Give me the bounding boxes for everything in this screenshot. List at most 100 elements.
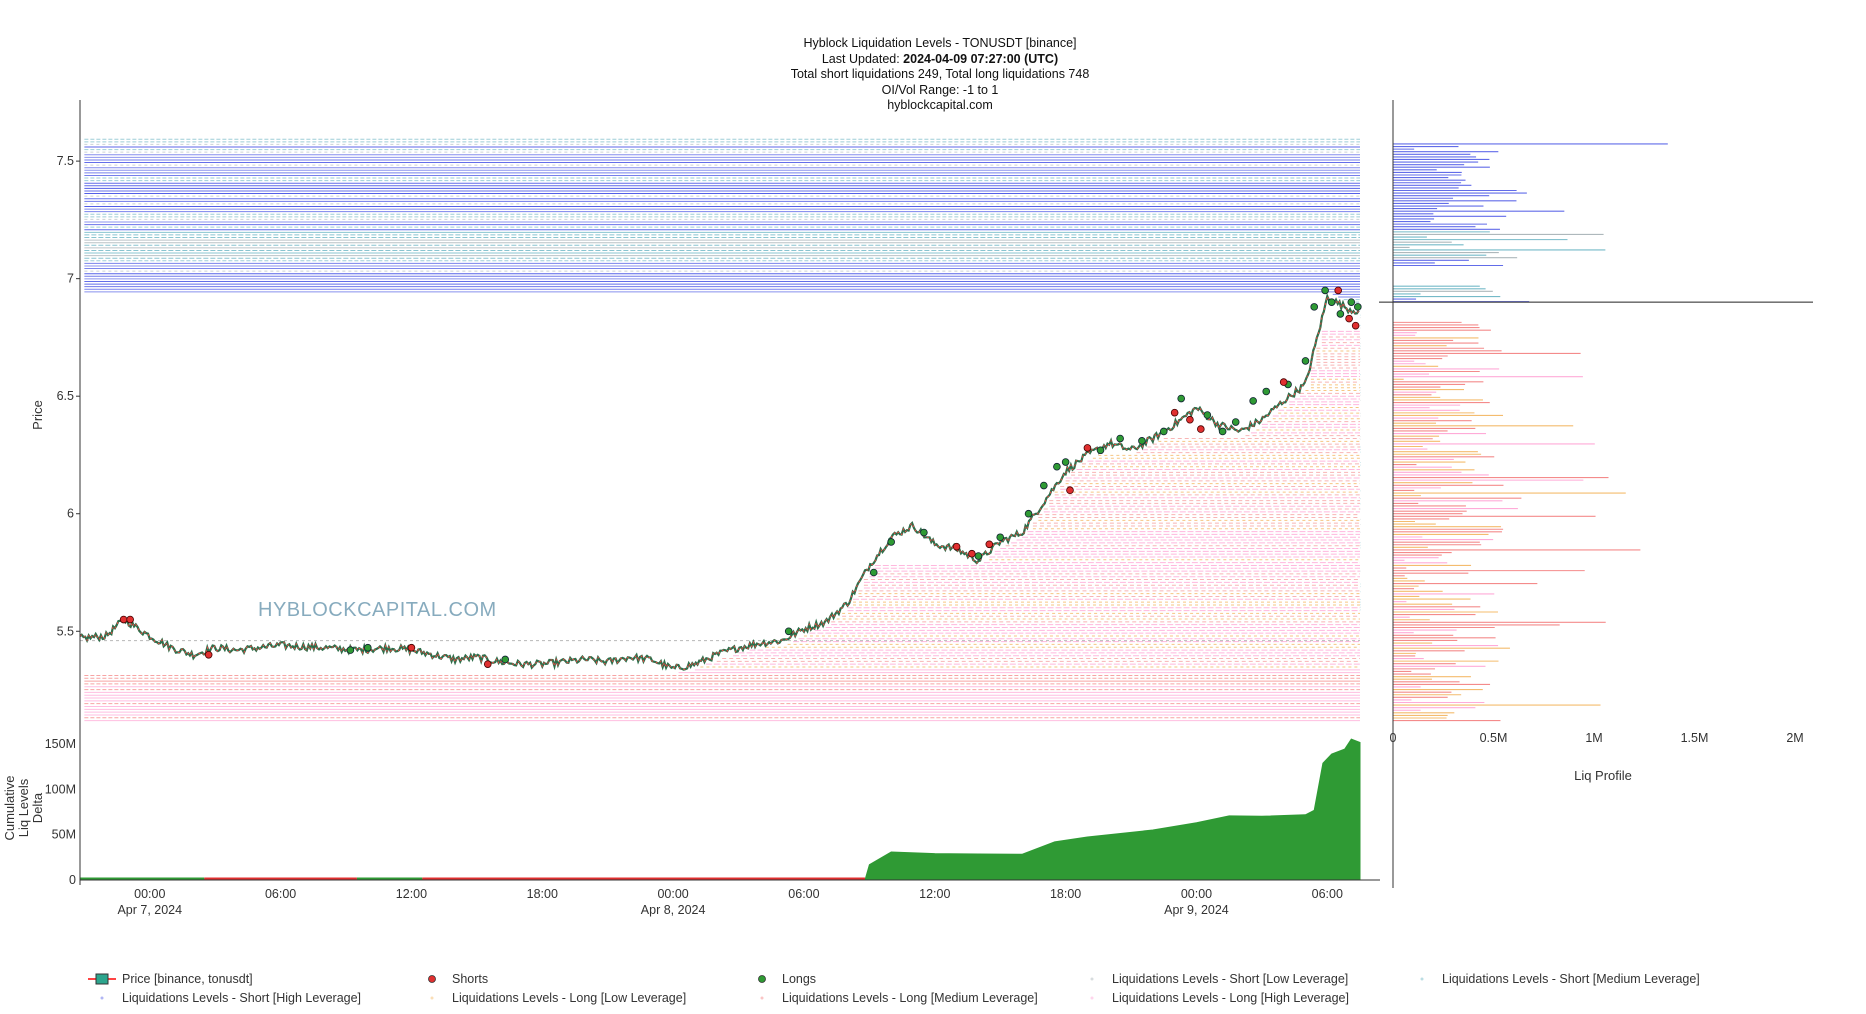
- short-marker: [126, 615, 134, 624]
- long-marker: [974, 552, 983, 560]
- short-marker: [968, 549, 976, 558]
- marker-swatch-icon: [418, 972, 446, 986]
- short-marker: [119, 615, 128, 624]
- long-marker: [920, 528, 928, 537]
- profile-x-tick-label: 1.5M: [1681, 731, 1709, 745]
- y-tick-label: 6: [67, 507, 74, 521]
- short-marker: [204, 650, 213, 659]
- legend-item[interactable]: Price [binance, tonusdt]: [88, 970, 253, 988]
- legend-item[interactable]: Liquidations Levels - Long [Medium Lever…: [748, 989, 1038, 1007]
- candle-swatch-icon: [88, 972, 116, 986]
- legend-label: Liquidations Levels - Short [Medium Leve…: [1442, 972, 1700, 986]
- delta-area: [79, 738, 1361, 881]
- long-marker: [1218, 427, 1227, 436]
- legend-item[interactable]: Liquidations Levels - Long [Low Leverage…: [418, 989, 686, 1007]
- delta-y-tick-label: 150M: [45, 737, 76, 751]
- legend-label: Liquidations Levels - Long [Low Leverage…: [452, 991, 687, 1005]
- legend-label: Liquidations Levels - Short [Low Leverag…: [1112, 972, 1349, 986]
- long-marker: [1053, 462, 1061, 471]
- legend-item[interactable]: Liquidations Levels - Short [Low Leverag…: [1078, 970, 1348, 988]
- last-updated-label: Last Updated:: [821, 51, 904, 66]
- x-tick-label: 06:00: [265, 887, 296, 901]
- short-marker: [1170, 408, 1179, 417]
- profile-x-tick-label: 2M: [1786, 731, 1803, 745]
- long-marker: [1040, 481, 1048, 490]
- short-marker: [1186, 415, 1194, 424]
- x-tick-date-label: Apr 8, 2024: [641, 903, 706, 917]
- short-marker: [952, 542, 961, 551]
- legend-label: Shorts: [452, 972, 489, 986]
- line-swatch-icon: [88, 991, 116, 1005]
- x-tick-label: 00:00: [657, 887, 688, 901]
- long-marker: [1159, 427, 1168, 436]
- profile-x-tick-label: 1M: [1585, 731, 1602, 745]
- legend-item[interactable]: Liquidations Levels - Short [High Levera…: [88, 989, 361, 1007]
- legend-item[interactable]: Longs: [748, 970, 816, 988]
- x-tick-label: 18:00: [1050, 887, 1081, 901]
- long-marker: [1354, 303, 1362, 311]
- long-marker: [1321, 286, 1329, 295]
- profile-axis-title: Liq Profile: [1574, 768, 1632, 783]
- delta-axis-title: Liq Levels: [16, 778, 31, 837]
- profile-x-tick-label: 0: [1390, 731, 1397, 745]
- long-marker: [1327, 298, 1336, 306]
- long-marker: [1336, 310, 1345, 318]
- x-tick-label: 12:00: [396, 887, 427, 901]
- x-tick-label: 12:00: [919, 887, 950, 901]
- legend-label: Liquidations Levels - Long [High Leverag…: [1112, 991, 1349, 1005]
- delta-layer: [79, 738, 1361, 881]
- legend-item[interactable]: Shorts: [418, 970, 488, 988]
- long-marker: [1231, 418, 1240, 426]
- delta-axis-title: Delta: [30, 792, 45, 823]
- long-marker: [784, 627, 793, 636]
- legend-label: Price [binance, tonusdt]: [122, 972, 253, 986]
- legend-label: Liquidations Levels - Long [Medium Lever…: [782, 991, 1038, 1005]
- legend-item[interactable]: Liquidations Levels - Short [Medium Leve…: [1408, 970, 1700, 988]
- x-tick-label: 06:00: [788, 887, 819, 901]
- chart-header: Hyblock Liquidation Levels - TONUSDT [bi…: [0, 36, 1866, 114]
- long-marker: [1061, 458, 1070, 466]
- long-marker: [869, 568, 878, 577]
- delta-axis-title: Cumulative: [2, 775, 17, 840]
- long-marker: [1177, 394, 1185, 403]
- long-marker: [1249, 397, 1257, 405]
- x-tick-label: 18:00: [527, 887, 558, 901]
- y-tick-label: 6.5: [57, 389, 74, 403]
- long-marker: [1138, 437, 1146, 445]
- x-tick-date-label: Apr 7, 2024: [117, 903, 182, 917]
- oi-vol-range: OI/Vol Range: -1 to 1: [881, 82, 999, 97]
- short-marker: [985, 540, 994, 549]
- liq-profile-layer: [1379, 143, 1813, 722]
- long-marker: [1310, 303, 1319, 311]
- long-marker: [1096, 446, 1105, 455]
- long-marker: [501, 655, 510, 664]
- short-marker: [1351, 321, 1360, 330]
- delta-y-tick-label: 0: [69, 873, 76, 887]
- y-tick-label: 7: [67, 272, 74, 286]
- legend-item[interactable]: Liquidations Levels - Long [High Leverag…: [1078, 989, 1349, 1007]
- last-updated-value: 2024-04-09 07:27:00 (UTC): [903, 51, 1059, 66]
- legend-label: Longs: [782, 972, 817, 986]
- watermark: HYBLOCKCAPITAL.COM: [258, 599, 497, 621]
- x-tick-label: 06:00: [1312, 887, 1343, 901]
- short-marker: [1279, 378, 1288, 386]
- legend-label: Liquidations Levels - Short [High Levera…: [122, 991, 362, 1005]
- profile-x-tick-label: 0.5M: [1480, 731, 1508, 745]
- short-marker: [407, 643, 416, 652]
- price-layer: [79, 286, 1362, 671]
- short-marker: [1345, 314, 1353, 323]
- long-marker: [364, 643, 372, 652]
- short-marker: [1066, 486, 1074, 495]
- long-marker: [1116, 434, 1124, 443]
- x-tick-label: 00:00: [134, 887, 165, 901]
- liquidation-levels-layer: [80, 138, 1360, 722]
- line-swatch-icon: [1078, 991, 1106, 1005]
- chart-title: Hyblock Liquidation Levels - TONUSDT [bi…: [803, 36, 1077, 50]
- short-marker: [1197, 425, 1205, 433]
- line-swatch-icon: [418, 991, 446, 1005]
- y-tick-label: 5.5: [57, 624, 74, 638]
- line-swatch-icon: [1078, 972, 1106, 986]
- long-marker: [887, 538, 895, 546]
